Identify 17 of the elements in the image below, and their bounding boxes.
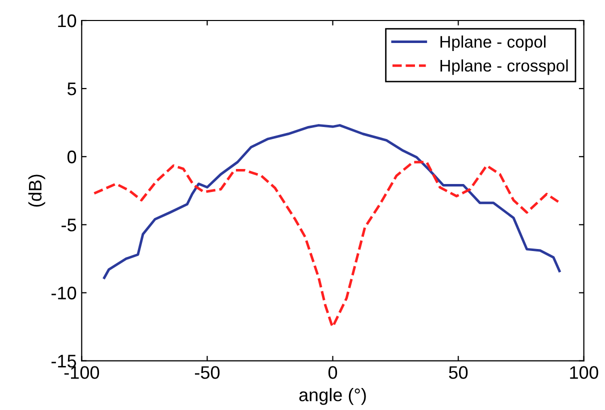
y-axis-title: (dB) — [28, 174, 46, 207]
x-tick-label: -100 — [64, 366, 100, 379]
x-tick-label: 50 — [448, 366, 468, 379]
x-axis-title: angle (°) — [299, 388, 366, 405]
y-tick-label: -5 — [62, 218, 76, 232]
y-tick-label: 0 — [67, 150, 76, 164]
legend-label: Hplane - copol — [440, 36, 546, 52]
y-tick-label: -15 — [52, 354, 76, 368]
y-tick-label: 10 — [58, 14, 76, 28]
line-series — [92, 160, 562, 328]
line-series — [103, 124, 561, 280]
y-tick-label: -10 — [52, 286, 76, 300]
x-tick-label: -50 — [194, 366, 220, 379]
legend-label: Hplane - crosspol — [440, 59, 568, 75]
y-tick-label: 5 — [67, 82, 76, 96]
x-tick-label: 100 — [570, 366, 598, 379]
x-tick-label: 0 — [328, 366, 338, 379]
